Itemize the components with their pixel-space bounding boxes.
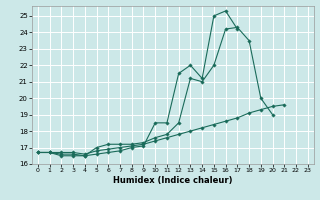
X-axis label: Humidex (Indice chaleur): Humidex (Indice chaleur) [113, 176, 233, 185]
